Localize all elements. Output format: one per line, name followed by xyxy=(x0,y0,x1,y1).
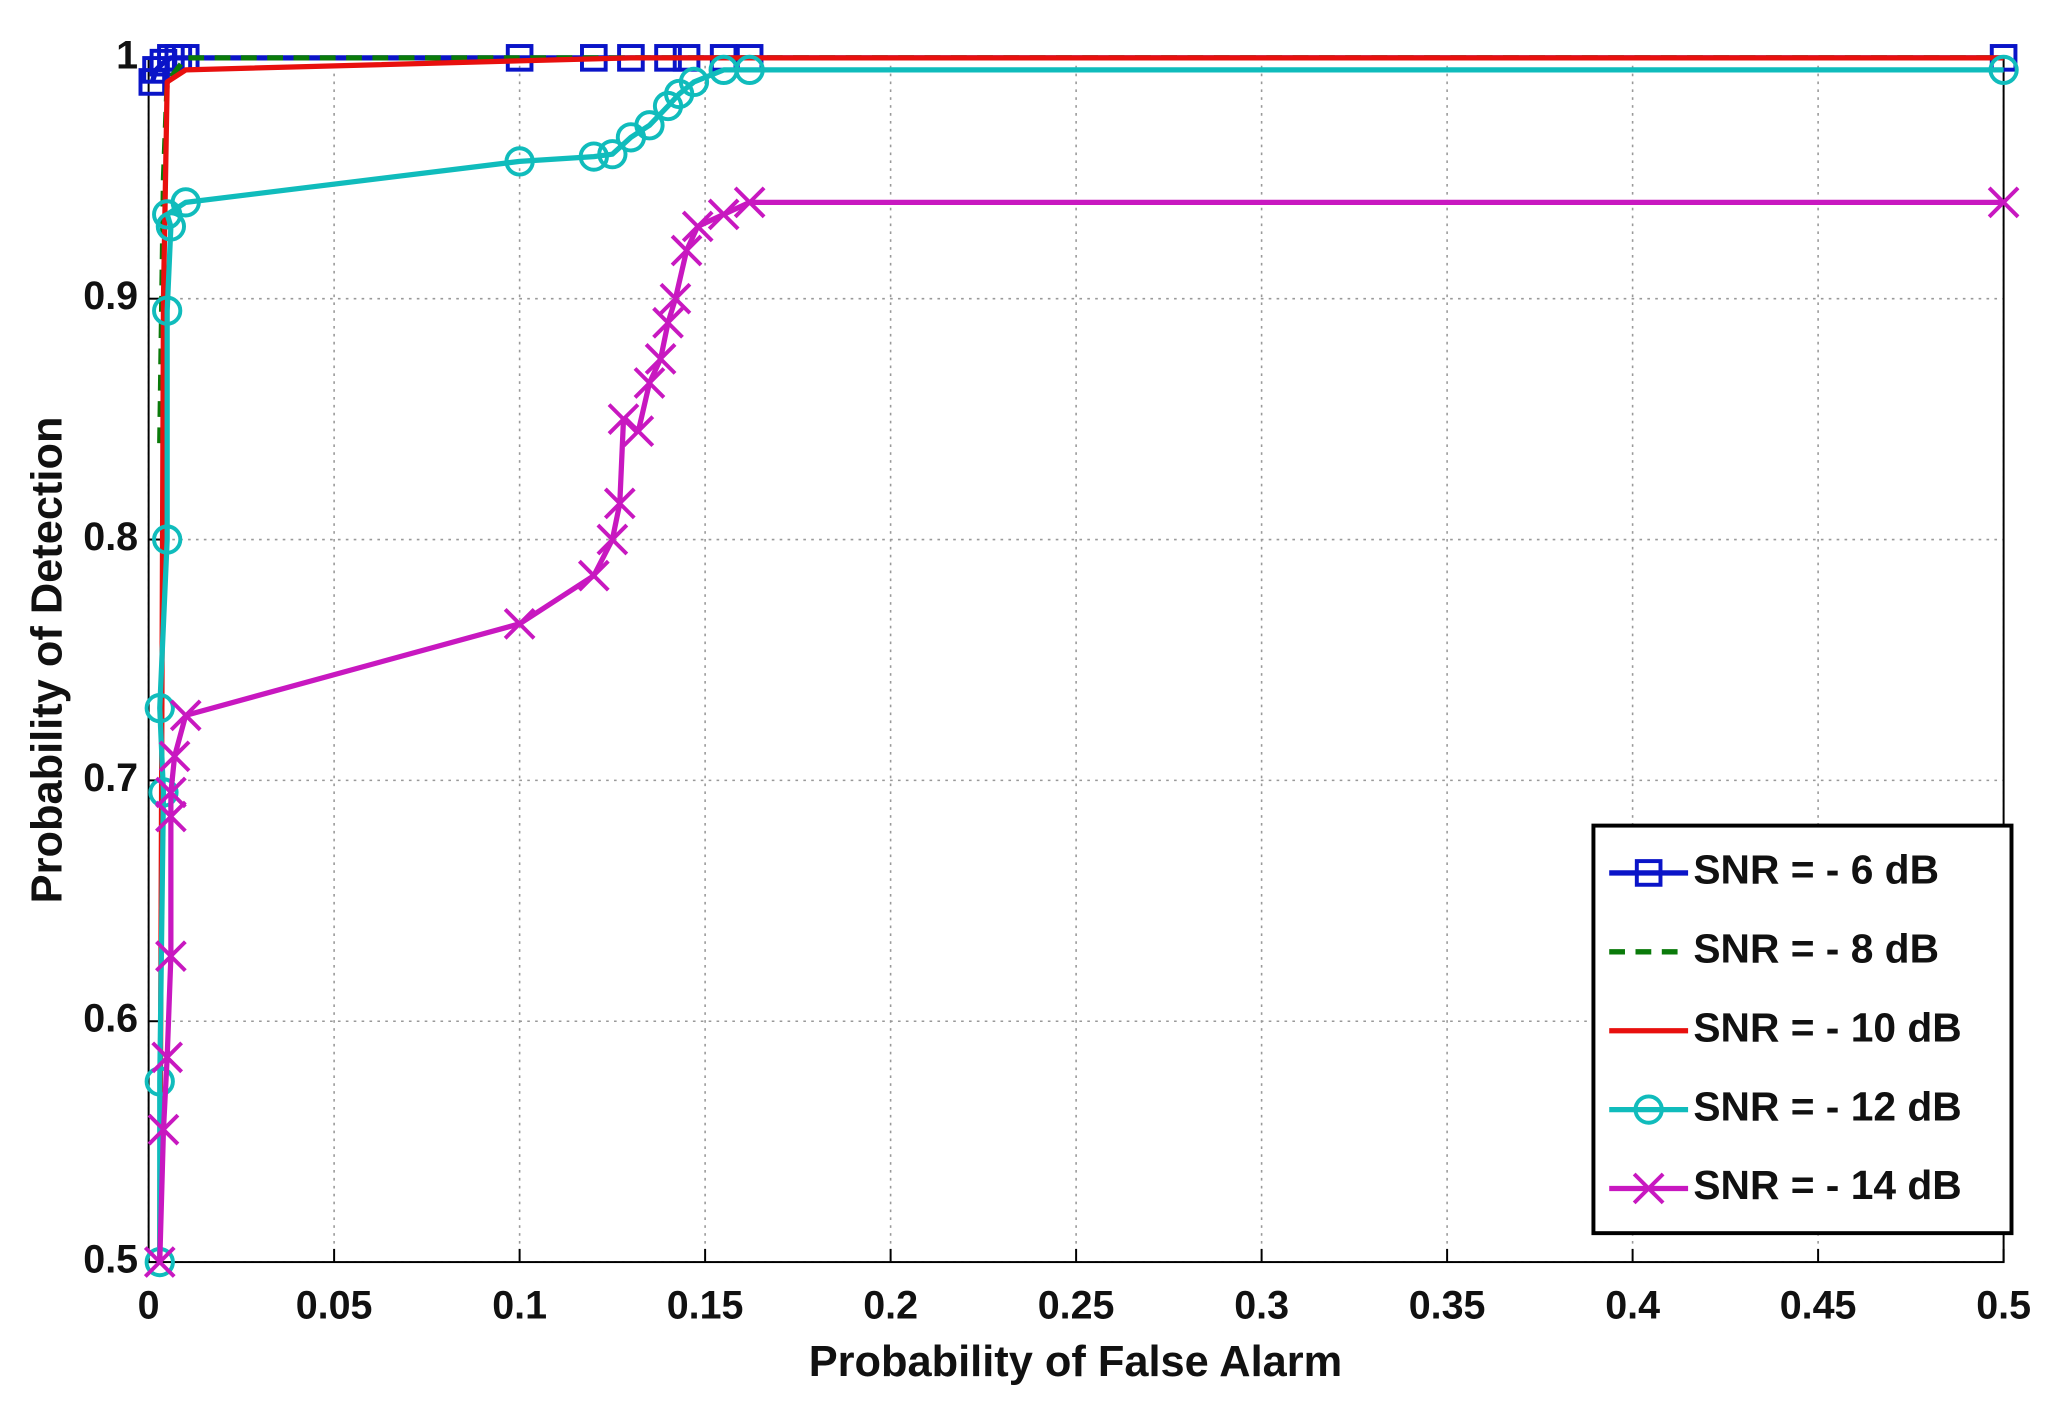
marker-circle xyxy=(1633,1094,1664,1125)
marker-circle xyxy=(1988,54,2019,86)
marker-x xyxy=(1632,1172,1665,1205)
legend-label: SNR = - 6 dB xyxy=(1693,847,1939,893)
marker-x xyxy=(143,1246,176,1278)
marker-x xyxy=(633,367,666,399)
y-tick-label: 0.8 xyxy=(83,515,138,559)
marker-circle xyxy=(155,211,187,242)
x-tick-label: 0.45 xyxy=(1780,1284,1857,1328)
legend-label: SNR = - 8 dB xyxy=(1693,926,1939,972)
y-tick-label: 0.9 xyxy=(83,274,138,318)
marker-circle xyxy=(634,110,665,141)
legend-label: SNR = - 12 dB xyxy=(1693,1083,1961,1129)
marker-circle xyxy=(148,777,179,808)
marker-circle xyxy=(170,187,201,218)
marker-x xyxy=(577,559,610,592)
marker-x xyxy=(503,607,536,640)
x-tick-label: 0.1 xyxy=(492,1284,547,1328)
marker-circle xyxy=(144,693,175,724)
marker-x xyxy=(733,186,766,219)
marker-circle xyxy=(152,524,183,555)
x-tick-label: 0.35 xyxy=(1409,1284,1486,1328)
series xyxy=(157,55,2004,1263)
y-tick-label: 1 xyxy=(116,33,138,77)
y-tick-label: 0.5 xyxy=(83,1237,138,1281)
marker-x xyxy=(1987,186,2020,219)
marker-square xyxy=(1634,859,1663,887)
marker-x xyxy=(155,776,187,809)
marker-x xyxy=(155,800,187,833)
marker-x xyxy=(169,699,202,732)
y-tick-label: 0.7 xyxy=(83,756,138,800)
x-tick-label: 0.2 xyxy=(863,1284,918,1328)
legend-label: SNR = - 14 dB xyxy=(1693,1162,1961,1208)
legend-label: SNR = - 10 dB xyxy=(1693,1004,1961,1050)
marker-x xyxy=(670,234,703,267)
marker-x xyxy=(155,940,187,973)
marker-x xyxy=(147,1113,180,1146)
marker-x xyxy=(659,282,692,315)
series-line xyxy=(157,67,2004,1263)
marker-x xyxy=(151,1041,184,1074)
y-axis-label: Probability of Detection xyxy=(23,417,71,904)
x-tick-label: 0.05 xyxy=(296,1284,373,1328)
x-tick-label: 0.25 xyxy=(1038,1284,1115,1328)
marker-x xyxy=(607,403,640,435)
series xyxy=(144,54,2019,1278)
marker-x xyxy=(644,343,677,375)
marker-circle xyxy=(152,295,183,326)
marker-x xyxy=(707,198,740,231)
x-axis-label: Probability of False Alarm xyxy=(809,1338,1342,1386)
x-tick-label: 0.3 xyxy=(1234,1284,1289,1328)
x-tick-label: 0.4 xyxy=(1605,1284,1660,1328)
x-tick-label: 0 xyxy=(138,1284,160,1328)
marker-circle xyxy=(504,146,535,177)
y-tick-label: 0.6 xyxy=(83,997,138,1041)
marker-x xyxy=(158,740,191,773)
marker-circle xyxy=(734,54,765,86)
marker-x xyxy=(652,306,684,339)
x-tick-label: 0.5 xyxy=(1976,1284,2031,1328)
marker-circle xyxy=(597,139,628,170)
x-tick-label: 0.15 xyxy=(667,1284,744,1328)
marker-circle xyxy=(144,1066,175,1097)
series-line xyxy=(157,55,2004,1263)
marker-x xyxy=(681,210,714,243)
marker-circle xyxy=(678,66,710,98)
marker-x xyxy=(622,415,655,448)
marker-x xyxy=(596,523,629,556)
marker-circle xyxy=(578,141,609,172)
legend: SNR = - 6 dB SNR = - 8 dB SNR = - 10 dB SNR… xyxy=(1591,823,2014,1236)
marker-x xyxy=(603,487,636,520)
series xyxy=(143,186,2020,1278)
